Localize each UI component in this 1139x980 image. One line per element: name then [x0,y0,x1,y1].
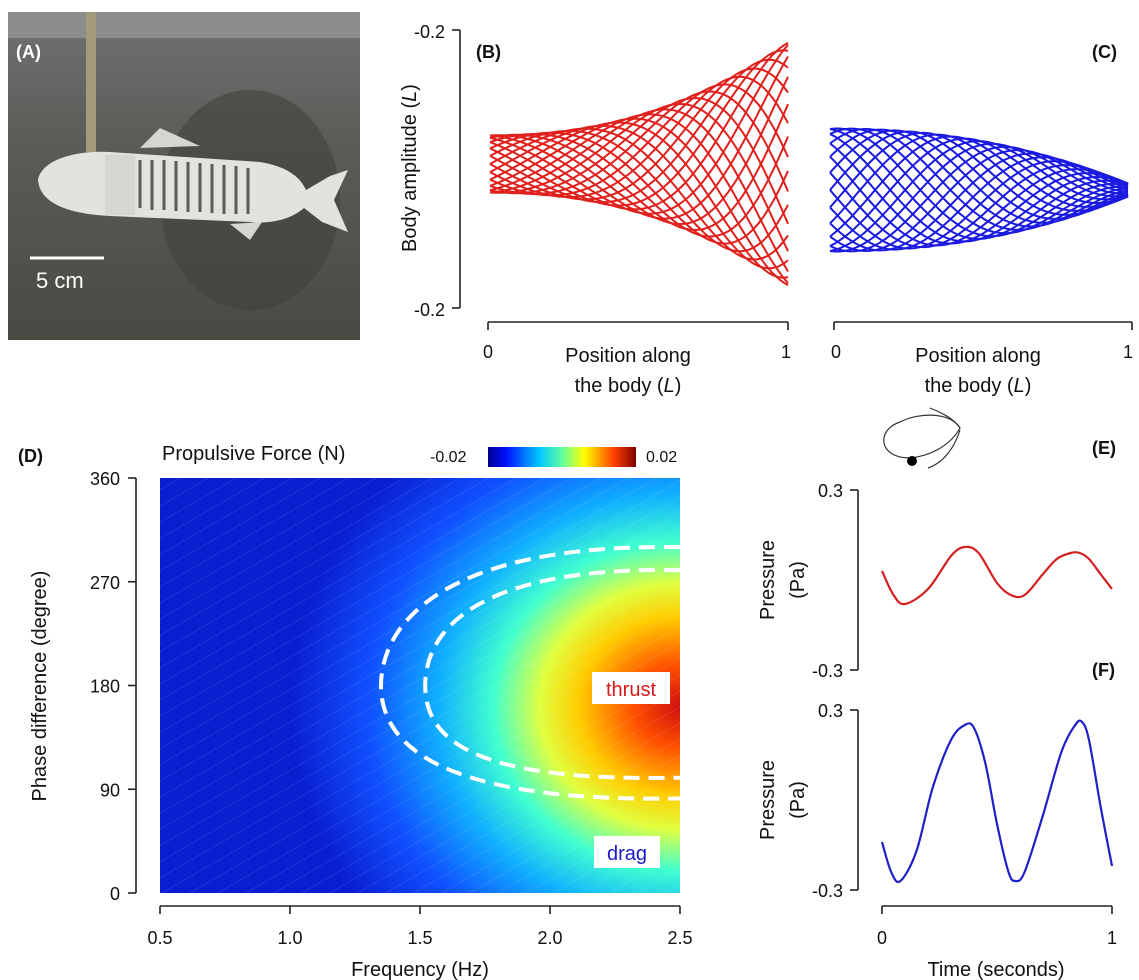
colorbar-min-label: -0.02 [430,449,467,466]
waveform-curve [829,131,1129,216]
y-tick-label: 180 [90,677,120,697]
waveform-curve [489,121,789,279]
panel-b-xlabel-line2: the body (L) [575,375,682,397]
panel-e-ylabel-line2: (Pa) [787,561,809,599]
robotic-fish-icon [38,128,348,240]
y-tick-label: 90 [100,780,120,800]
panel-a-photo: 5 cm (A) [8,12,360,340]
panel-f-ylabel-line1: Pressure [757,760,779,840]
panel-f-label: (F) [1092,660,1115,680]
y-tick-label: 360 [90,469,120,489]
panel-f-ytick-top: 0.3 [818,701,843,721]
panel-f-ylabel-line2: (Pa) [787,781,809,819]
panel-f-xtick-0: 0 [877,928,887,948]
panel-c-xlabel-line1: Position along [915,345,1041,367]
drag-label: drag [607,843,647,865]
panel-e-pressure-line [881,545,1113,606]
waveform-curve [829,140,1129,252]
colorbar-max-label: 0.02 [646,449,677,466]
panel-b-ylabel: Body amplitude (L) [399,84,421,252]
panel-b-xlabel-line1: Position along [565,345,691,367]
panel-d-xlabel: Frequency (Hz) [351,959,489,980]
panel-b-label: (B) [476,42,501,62]
panel-b: (B) -0.2 -0.2 Body amplitude (L) 0 1 Pos… [399,22,791,397]
panel-c-xtick-1: 1 [1123,342,1133,362]
waveform-curve [829,135,1129,238]
sensor-location-icon [883,407,961,469]
panel-d: (D) Propulsive Force (N) -0.02 0.02 0.5 1… [18,443,693,980]
panel-d-title: Propulsive Force (N) [162,443,345,465]
panel-c: (C) 0 1 Position along the body (L) [829,42,1133,397]
panel-d-ticks: 0.5 1.0 1.5 2.0 2.5 0 90 180 270 360 [90,469,693,948]
x-tick-label: 2.0 [537,928,562,948]
waveform-curve [489,96,789,225]
x-tick-label: 1.0 [277,928,302,948]
waveform-curve [489,75,789,199]
thrust-label-box [592,672,670,704]
panel-b-xtick-0: 0 [483,342,493,362]
panel-b-ytick-top: -0.2 [414,22,445,42]
panel-e: (E) 0.3 -0.3 Pressure (Pa) [757,407,1116,681]
panel-c-waveforms [829,127,1129,253]
drag-label-box [594,836,660,868]
thrust-label: thrust [606,679,656,701]
contour-inner [423,568,681,781]
panel-d-ylabel: Phase difference (degree) [29,571,51,802]
y-tick-label: 0 [110,884,120,904]
waveform-curve [829,156,1129,251]
panel-c-xlabel-line2: the body (L) [925,375,1032,397]
panel-f-ytick-bottom: -0.3 [812,881,843,901]
panel-d-label: (D) [18,446,43,466]
waveform-curve [829,145,1129,253]
panel-e-label: (E) [1092,438,1116,458]
contour-lines [378,545,681,801]
x-tick-label: 2.5 [667,928,692,948]
panel-a-label: (A) [16,42,41,62]
panel-e-ytick-top: 0.3 [818,481,843,501]
y-tick-label: 270 [90,573,120,593]
panel-c-xtick-0: 0 [831,342,841,362]
panel-e-ylabel-line1: Pressure [757,540,779,620]
waveform-curve [829,142,1129,253]
panel-b-waveforms [489,41,789,287]
tank-top-rail [8,12,360,38]
contour-outer [378,545,681,801]
panel-f-xtick-1: 1 [1107,928,1117,948]
colorbar [488,447,636,467]
panel-e-ytick-bottom: -0.3 [812,661,843,681]
mounting-rod [86,12,96,152]
x-tick-label: 1.5 [407,928,432,948]
waveform-curve [489,127,789,261]
x-tick-label: 0.5 [147,928,172,948]
panel-b-ytick-bottom: -0.2 [414,300,445,320]
panel-f-pressure-line [880,719,1114,884]
waveform-curve [829,133,1129,225]
panel-c-label: (C) [1092,42,1117,62]
panel-f: (F) 0.3 -0.3 Pressure (Pa) 0 1 Time (sec… [757,660,1117,980]
waveform-curve [489,83,789,197]
panel-f-xlabel: Time (seconds) [927,959,1064,980]
scale-label: 5 cm [36,268,84,293]
waveform-curve [489,124,789,270]
waveform-curve [489,102,789,252]
waveform-curve [489,67,789,201]
panel-b-xtick-1: 1 [781,342,791,362]
waveform-curve [489,108,789,273]
waveform-curve [829,152,1129,252]
waveform-curve [829,149,1129,253]
